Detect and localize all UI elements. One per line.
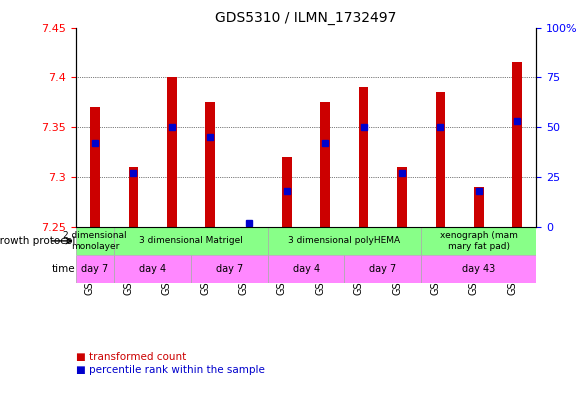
FancyBboxPatch shape <box>272 228 302 229</box>
FancyBboxPatch shape <box>80 228 110 229</box>
Bar <box>268 255 345 283</box>
Bar <box>512 62 522 227</box>
FancyBboxPatch shape <box>387 228 417 229</box>
FancyBboxPatch shape <box>425 228 456 229</box>
Bar <box>205 102 215 227</box>
Bar <box>359 87 368 227</box>
Text: day 4: day 4 <box>139 264 166 274</box>
Text: 3 dimensional polyHEMA: 3 dimensional polyHEMA <box>289 237 401 245</box>
Text: day 43: day 43 <box>462 264 496 274</box>
FancyBboxPatch shape <box>233 228 264 229</box>
FancyBboxPatch shape <box>348 228 379 229</box>
Text: growth protocol: growth protocol <box>0 236 76 246</box>
Bar <box>321 102 330 227</box>
Text: ■ transformed count: ■ transformed count <box>76 352 186 362</box>
Bar <box>345 255 421 283</box>
Bar <box>474 187 483 227</box>
Bar <box>129 167 138 227</box>
Text: day 7: day 7 <box>82 264 108 274</box>
FancyBboxPatch shape <box>118 228 149 229</box>
Text: 2 dimensional
monolayer: 2 dimensional monolayer <box>63 231 127 251</box>
Bar <box>76 255 114 283</box>
Bar <box>114 255 191 283</box>
Text: day 7: day 7 <box>216 264 243 274</box>
Bar <box>268 227 421 255</box>
Text: xenograph (mam
mary fat pad): xenograph (mam mary fat pad) <box>440 231 518 251</box>
Title: GDS5310 / ILMN_1732497: GDS5310 / ILMN_1732497 <box>215 11 397 25</box>
Bar <box>114 227 268 255</box>
Text: 3 dimensional Matrigel: 3 dimensional Matrigel <box>139 237 243 245</box>
FancyBboxPatch shape <box>463 228 494 229</box>
FancyBboxPatch shape <box>502 228 532 229</box>
Text: time: time <box>52 264 76 274</box>
Bar <box>76 227 114 255</box>
FancyBboxPatch shape <box>310 228 340 229</box>
Bar <box>167 77 177 227</box>
Bar <box>90 107 100 227</box>
Bar <box>191 255 268 283</box>
Bar <box>421 255 536 283</box>
FancyBboxPatch shape <box>156 228 187 229</box>
Bar <box>436 92 445 227</box>
Bar <box>397 167 407 227</box>
Text: day 7: day 7 <box>369 264 396 274</box>
Text: ■ percentile rank within the sample: ■ percentile rank within the sample <box>76 365 265 375</box>
FancyBboxPatch shape <box>195 228 226 229</box>
Bar <box>282 157 292 227</box>
Text: day 4: day 4 <box>293 264 319 274</box>
Bar <box>421 227 536 255</box>
